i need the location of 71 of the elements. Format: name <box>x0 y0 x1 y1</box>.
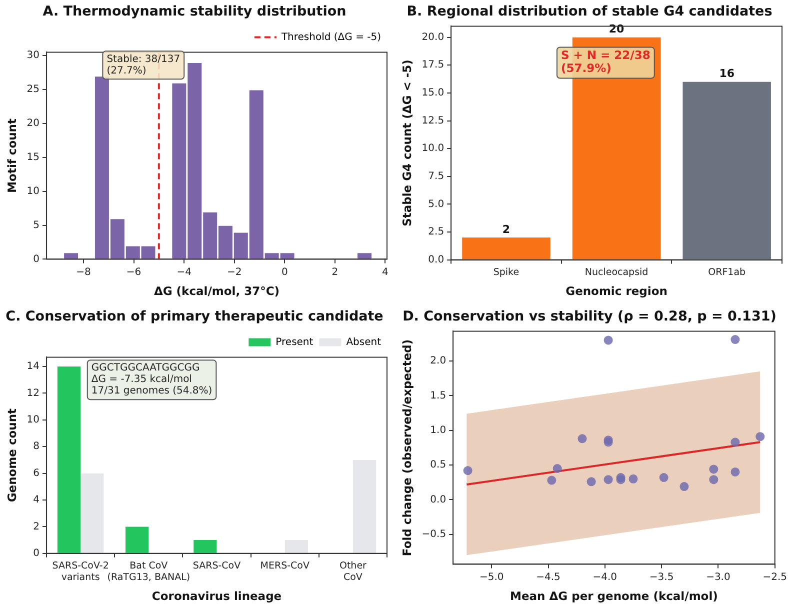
x-axis-title: Mean ΔG per genome (kcal/mol) <box>510 589 718 604</box>
y-tick-label: 20 <box>26 118 40 130</box>
x-tick-label: −8 <box>76 266 91 278</box>
y-axis-title: Genome count <box>4 408 19 502</box>
y-tick-label: 12 <box>26 388 40 399</box>
y-tick-label: 0.0 <box>428 254 444 266</box>
x-tick-label: ORF1ab <box>708 266 746 278</box>
y-tick-label: 8 <box>33 441 40 452</box>
x-axis-title: Coronavirus lineage <box>152 589 282 604</box>
x-tick-label: −3.5 <box>649 572 674 583</box>
legend-label: Threshold (ΔG = -5) <box>280 32 382 43</box>
y-tick-label: 20.0 <box>422 32 444 43</box>
y-axis-title: Fold change (observed/expected) <box>400 339 414 556</box>
y-tick-label: 17.5 <box>422 60 444 71</box>
y-tick-label: 30 <box>26 50 40 62</box>
y-tick-label: −0.5 <box>422 528 446 540</box>
annotation: S + N = 22/38 (57.9%) <box>560 48 650 75</box>
y-tick-label: 2.5 <box>428 226 444 238</box>
x-axis-title: ΔG (kcal/mol, 37°C) <box>154 284 280 298</box>
y-tick-label: 4 <box>33 494 40 506</box>
x-tick-label: Other CoV <box>339 560 367 583</box>
y-tick-label: 0 <box>33 548 40 559</box>
x-tick-label: 4 <box>382 266 388 278</box>
x-tick-label: −2 <box>226 266 242 278</box>
y-tick-label: 10 <box>26 414 40 426</box>
y-tick-label: 0.0 <box>430 494 446 506</box>
y-tick-label: 15 <box>26 152 40 163</box>
x-tick-label: Nucleocapsid <box>584 266 648 278</box>
x-tick-label: −4.0 <box>592 572 618 583</box>
y-tick-label: 5.0 <box>428 198 444 210</box>
y-tick-label: 2 <box>33 521 40 532</box>
x-tick-label: 0 <box>281 266 288 278</box>
y-tick-label: 1.0 <box>430 424 446 436</box>
y-tick-label: 25 <box>26 84 40 96</box>
y-tick-label: 0.5 <box>430 460 446 471</box>
chart-title: D. Conservation vs stability (ρ = 0.28, p = 0.131) <box>402 308 776 325</box>
y-tick-label: 0 <box>33 254 40 265</box>
y-tick-label: 5 <box>33 220 40 231</box>
y-tick-label: 12.5 <box>422 115 444 126</box>
y-tick-label: 6 <box>33 468 40 479</box>
x-tick-label: −2.5 <box>762 572 788 583</box>
x-tick-label: Spike <box>493 266 520 278</box>
annotation: Stable: 38/137 (27.7%) <box>106 54 180 76</box>
legend-label: Absent <box>346 336 382 348</box>
x-tick-label: MERS-CoV <box>260 560 310 572</box>
x-tick-label: −4 <box>176 266 192 278</box>
y-axis-title: Motif count <box>4 118 19 193</box>
chart-title: B. Regional distribution of stable G4 candidates <box>406 4 772 20</box>
y-tick-label: 7.5 <box>428 170 444 182</box>
y-tick-label: 1.5 <box>430 390 446 402</box>
y-tick-label: 2.0 <box>430 356 446 367</box>
x-axis-title: Genomic region <box>566 284 668 298</box>
y-axis-title: Stable G4 count (ΔG < -5) <box>400 60 414 226</box>
x-tick-label: 2 <box>332 266 338 278</box>
annotation: GGCTGGCAATGGCGG ΔG = -7.35 kcal/mol 17/31 genomes (54.8%) <box>91 362 212 397</box>
data-label: 2 <box>502 222 510 236</box>
data-label: 16 <box>719 67 735 80</box>
y-tick-label: 15.0 <box>422 88 444 99</box>
x-tick-label: −6 <box>126 266 142 278</box>
x-tick-label: −3.0 <box>706 572 730 583</box>
x-tick-label: SARS-CoV <box>192 560 242 572</box>
y-tick-label: 10 <box>26 186 40 197</box>
legend-label: Present <box>276 336 314 348</box>
x-tick-label: SARS-CoV-2 variants <box>52 560 109 583</box>
y-tick-label: 10.0 <box>422 143 444 154</box>
chart-title: C. Conservation of primary therapeutic candidate <box>6 308 384 325</box>
x-tick-label: −5.0 <box>479 572 504 583</box>
chart-title: A. Thermodynamic stability distribution <box>42 4 346 20</box>
y-tick-label: 14 <box>26 361 40 372</box>
x-tick-label: Bat CoV (RaTG13, BANAL) <box>107 560 190 583</box>
x-tick-label: −4.5 <box>536 572 560 583</box>
